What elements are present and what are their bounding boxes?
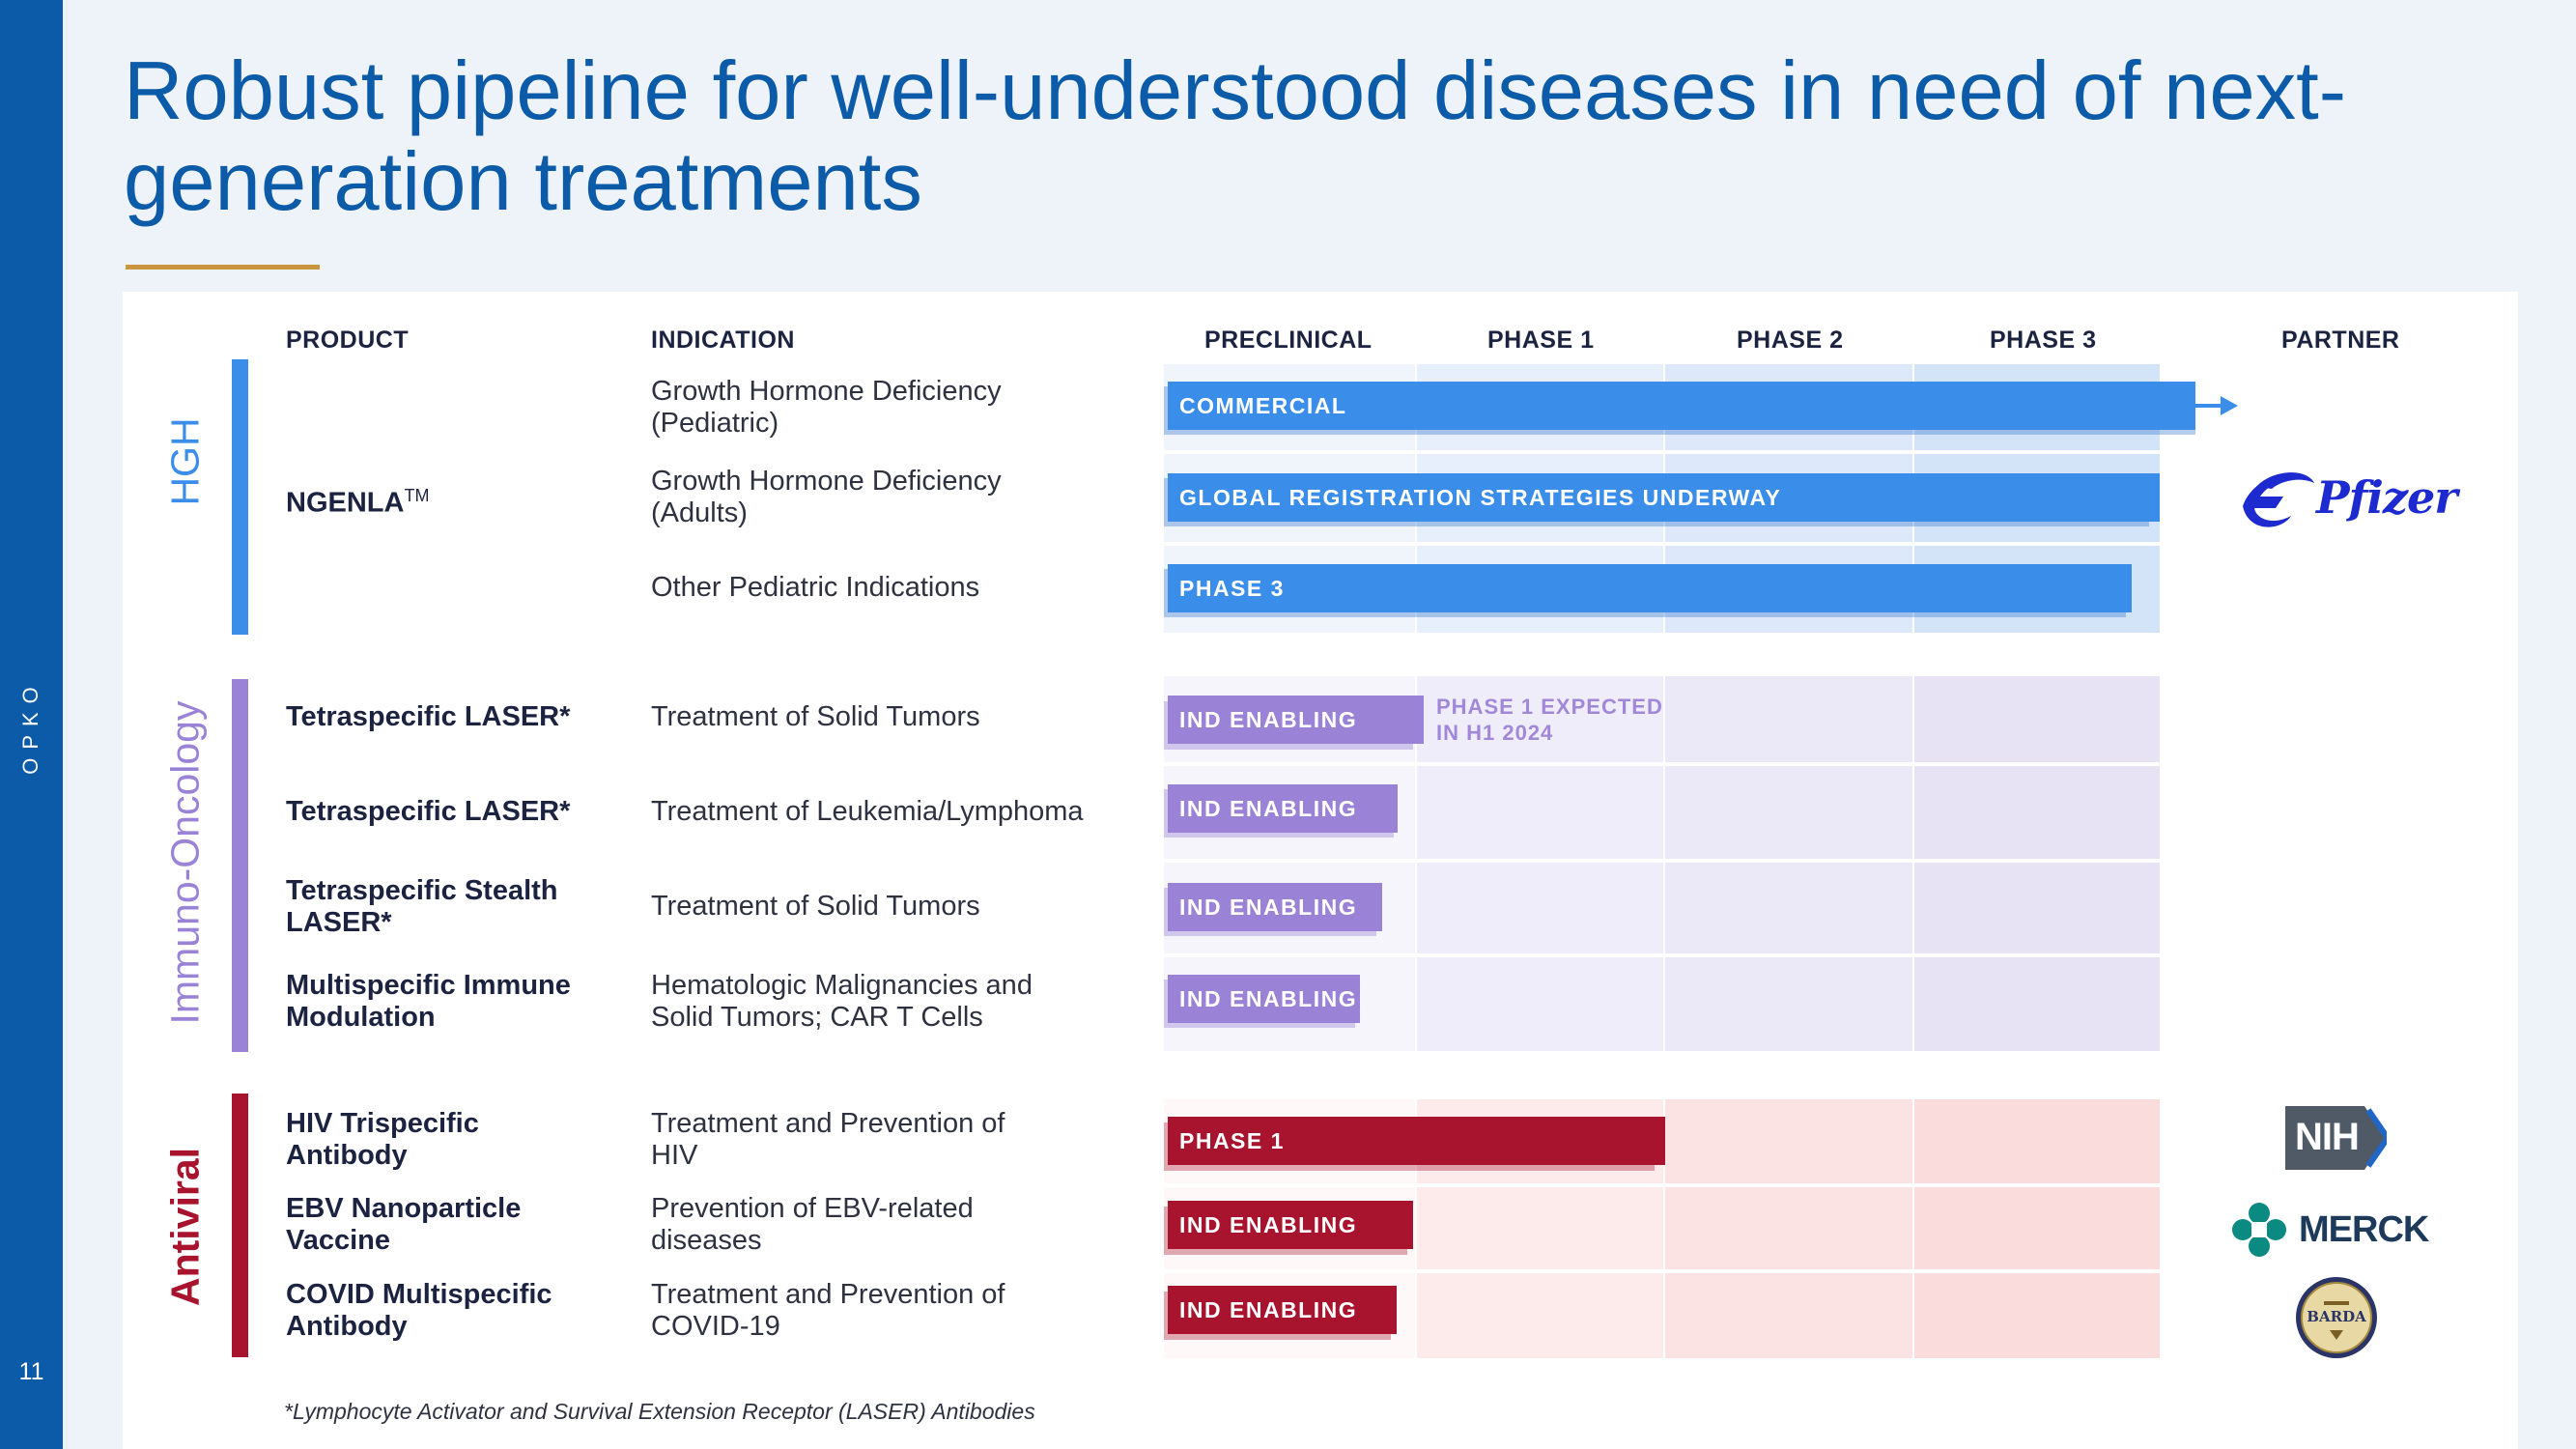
immuno-zone-phase-3 [1914,676,2160,1051]
row-separator [1164,450,2160,454]
status-bar-ind-enabling: IND ENABLING [1168,1286,1397,1334]
row-separator [1164,762,2160,766]
indication-label: Treatment of Leukemia/Lymphoma [651,796,1084,827]
status-bar-ind-enabling: IND ENABLING [1168,975,1360,1023]
product-label: Multispecific Immune Modulation [286,970,571,1033]
product-label: Tetraspecific Stealth LASER* [286,875,558,938]
status-bar-ind-enabling: IND ENABLING [1168,784,1398,833]
immuno-zone-phase-1 [1417,676,1663,1051]
product-label: Tetraspecific LASER* [286,701,571,732]
status-bar-commercial: COMMERCIAL [1168,382,2195,430]
status-bar-global-registration: GLOBAL REGISTRATION STRATEGIES UNDERWAY [1168,473,2160,522]
row-separator [1164,1183,2160,1187]
immuno-zone-phase-2 [1665,676,1912,1051]
indication-label: Treatment and Prevention of HIV [651,1108,1005,1171]
immuno-category-bar [232,679,248,1052]
indication-label: Treatment of Solid Tumors [651,701,980,732]
product-ngenla: NGENLATM [286,486,430,519]
header-product: PRODUCT [286,327,410,354]
status-bar-ind-enabling: IND ENABLING [1168,1201,1413,1249]
hgh-category-label: HGH [162,417,208,506]
indication-label: Treatment and Prevention of COVID-19 [651,1279,1005,1342]
hgh-category-bar [232,359,248,635]
header-phase-3: PHASE 3 [1990,327,2097,354]
header-indication: INDICATION [651,327,795,354]
product-label: COVID Multispecific Antibody [286,1279,552,1342]
barda-seal-icon [2296,1277,2377,1358]
antiviral-zone-phase-3 [1914,1099,2160,1358]
title-underline [126,265,320,270]
footnote: *Lymphocyte Activator and Survival Exten… [284,1399,1035,1424]
product-label: HIV Trispecific Antibody [286,1108,479,1171]
antiviral-category-bar [232,1094,248,1357]
header-preclinical: PRECLINICAL [1204,327,1373,354]
immuno-category-label: Immuno-Oncology [162,700,208,1025]
status-bar-ind-enabling: IND ENABLING [1168,883,1382,931]
indication-label: Growth Hormone Deficiency (Pediatric) [651,376,1002,439]
antiviral-category-label: Antiviral [162,1147,208,1307]
indication-label: Hematologic Malignancies and Solid Tumor… [651,970,1033,1033]
page-title: Robust pipeline for well-understood dise… [124,45,2347,228]
row-separator [1164,953,2160,957]
row-separator [1164,859,2160,863]
status-bar-ind-enabling: IND ENABLING [1168,696,1424,744]
antiviral-zone-phase-2 [1665,1099,1912,1358]
brand-label: OPKO [18,678,42,775]
nih-chevron-icon [2285,1106,2387,1170]
header-phase-2: PHASE 2 [1737,327,1844,354]
page-number: 11 [18,1358,44,1385]
phase-1-expected-note: PHASE 1 EXPECTED IN H1 2024 [1436,695,1663,745]
merck-emblem-icon [2232,1203,2286,1257]
status-bar-phase-1: PHASE 1 [1168,1117,1665,1165]
row-separator [1164,1269,2160,1273]
product-label: EBV Nanoparticle Vaccine [286,1193,522,1256]
side-band [0,0,63,1449]
header-partner: PARTNER [2281,327,2400,354]
pfizer-swirl-icon [2243,472,2314,527]
indication-label: Prevention of EBV-related diseases [651,1193,974,1256]
product-label: Tetraspecific LASER* [286,796,571,827]
row-separator [1164,542,2160,546]
header-phase-1: PHASE 1 [1487,327,1595,354]
indication-label: Other Pediatric Indications [651,572,980,603]
continuation-arrow-icon [2192,396,2238,415]
status-bar-phase-3: PHASE 3 [1168,564,2132,612]
indication-label: Treatment of Solid Tumors [651,891,980,922]
indication-label: Growth Hormone Deficiency (Adults) [651,466,1002,528]
